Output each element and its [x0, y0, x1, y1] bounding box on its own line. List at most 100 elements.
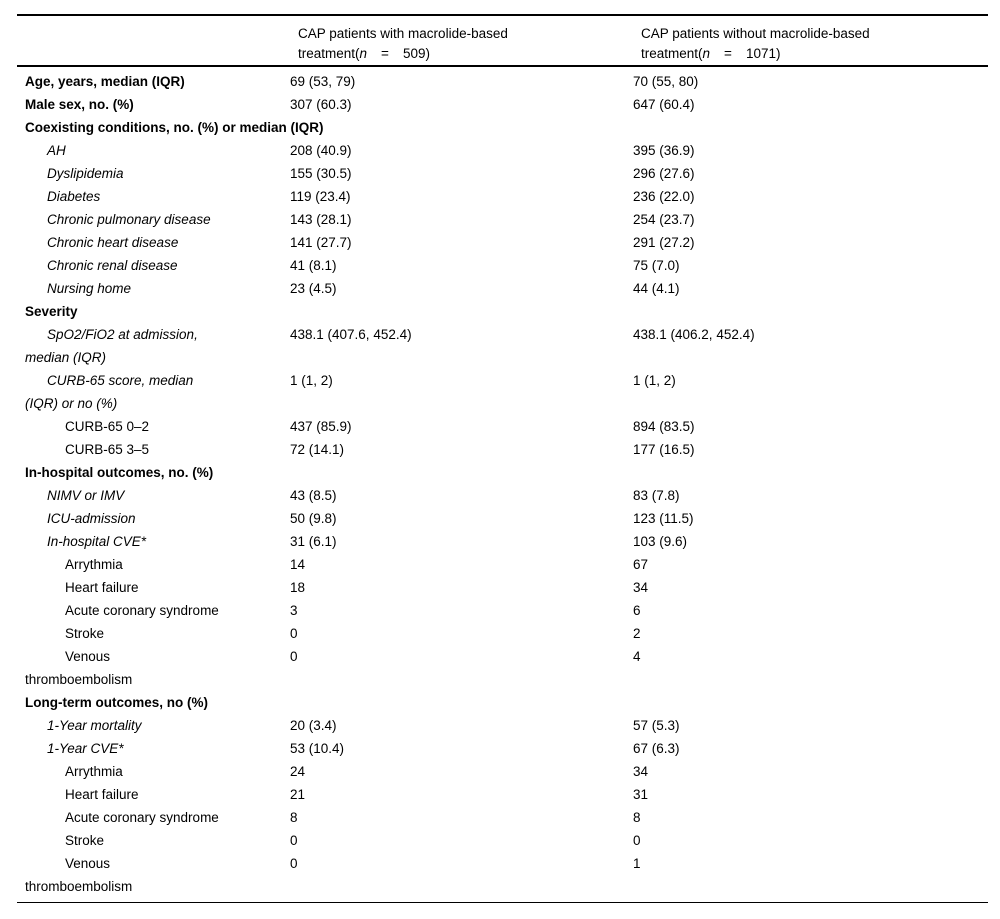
row-label-text: Chronic renal disease — [47, 258, 178, 273]
table-row: Venous thromboembolism 0 4 — [17, 645, 988, 691]
patient-characteristics-table: CAP patients with macrolide-based treatm… — [17, 14, 988, 903]
row-label-text: CURB-65 score, median — [47, 373, 194, 388]
row-label: 1-Year mortality — [17, 714, 290, 737]
row-label-text: Age, years, median (IQR) — [25, 74, 185, 89]
row-label: CURB-65 3–5 — [17, 438, 290, 461]
row-label: Acute coronary syndrome — [17, 806, 290, 829]
row-label: Chronic renal disease — [17, 254, 290, 277]
row-label: 1-Year CVE* — [17, 737, 290, 760]
row-label-text: Male sex, no. (%) — [25, 97, 134, 112]
row-label: Heart failure — [17, 576, 290, 599]
value-without-macrolide: 296 (27.6) — [633, 166, 695, 181]
row-label-text: AH — [47, 143, 66, 158]
value-without-macrolide: 395 (36.9) — [633, 143, 695, 158]
value-without-macrolide: 4 — [633, 649, 641, 664]
row-label: NIMV or IMV — [17, 484, 290, 507]
row-label: Long-term outcomes, no (%) — [17, 691, 290, 714]
row-label-text: SpO2/FiO2 at admission, — [47, 327, 198, 342]
value-with-macrolide: 307 (60.3) — [290, 97, 352, 112]
value-with-macrolide: 438.1 (407.6, 452.4) — [290, 327, 412, 342]
row-label-continuation: (IQR) or no (%) — [25, 396, 118, 411]
value-without-macrolide: 70 (55, 80) — [633, 74, 699, 89]
table-row: NIMV or IMV 43 (8.5) 83 (7.8) — [17, 484, 988, 507]
value-with-macrolide: 14 — [290, 557, 306, 572]
row-label: Stroke — [17, 829, 290, 852]
header-column-without-macrolide: CAP patients without macrolide-based tre… — [641, 24, 988, 64]
value-with-macrolide: 23 (4.5) — [290, 281, 337, 296]
row-label-text: Stroke — [65, 833, 105, 848]
value-with-macrolide: 0 — [290, 833, 298, 848]
row-label-text: Nursing home — [47, 281, 132, 296]
row-label-text: Acute coronary syndrome — [65, 810, 219, 825]
value-without-macrolide: 0 — [633, 833, 641, 848]
table-top-rule — [17, 14, 988, 16]
value-without-macrolide: 254 (23.7) — [633, 212, 695, 227]
value-without-macrolide: 1 (1, 2) — [633, 373, 676, 388]
value-without-macrolide: 6 — [633, 603, 641, 618]
value-without-macrolide: 75 (7.0) — [633, 258, 680, 273]
table-row: CURB-65 score, median (IQR) or no (%) 1 (1… — [17, 369, 988, 415]
row-label-text: Venous — [65, 856, 111, 871]
row-label: Chronic pulmonary disease — [17, 208, 290, 231]
row-label: Male sex, no. (%) — [17, 93, 290, 116]
row-label: Chronic heart disease — [17, 231, 290, 254]
value-with-macrolide: 208 (40.9) — [290, 143, 352, 158]
row-label: Venous thromboembolism — [17, 645, 290, 691]
value-with-macrolide: 20 (3.4) — [290, 718, 337, 733]
table-row: Chronic renal disease 41 (8.1) 75 (7.0) — [17, 254, 988, 277]
row-label: In-hospital outcomes, no. (%) — [17, 461, 290, 484]
table-row: Age, years, median (IQR) 69 (53, 79) 70 (5… — [17, 70, 988, 93]
row-label-text: CURB-65 0–2 — [65, 419, 150, 434]
row-label-text: Dyslipidemia — [47, 166, 124, 181]
table-row: Male sex, no. (%) 307 (60.3) 647 (60.4) — [17, 93, 988, 116]
row-label-text: 1-Year CVE* — [47, 741, 124, 756]
row-label: Stroke — [17, 622, 290, 645]
value-with-macrolide: 18 — [290, 580, 306, 595]
value-without-macrolide: 57 (5.3) — [633, 718, 680, 733]
value-with-macrolide: 69 (53, 79) — [290, 74, 356, 89]
value-with-macrolide: 8 — [290, 810, 298, 825]
row-label-continuation: thromboembolism — [25, 672, 133, 687]
row-label-text: Long-term outcomes, no (%) — [25, 695, 208, 710]
value-without-macrolide: 2 — [633, 626, 641, 641]
row-label: Diabetes — [17, 185, 290, 208]
value-without-macrolide: 236 (22.0) — [633, 189, 695, 204]
table-row: Severity — [17, 300, 988, 323]
row-label-text: Acute coronary syndrome — [65, 603, 219, 618]
value-with-macrolide: 0 — [290, 856, 298, 871]
header-column-with-macrolide: CAP patients with macrolide-based treatm… — [298, 24, 641, 64]
table-row: CURB-65 0–2 437 (85.9) 894 (83.5) — [17, 415, 988, 438]
table-row: Chronic heart disease 141 (27.7) 291 (27.2… — [17, 231, 988, 254]
row-label: ICU-admission — [17, 507, 290, 530]
row-label: AH — [17, 139, 290, 162]
table-row: Heart failure 21 31 — [17, 783, 988, 806]
row-label: Age, years, median (IQR) — [17, 70, 290, 93]
row-label-text: Arrythmia — [65, 764, 123, 779]
value-without-macrolide: 31 — [633, 787, 649, 802]
row-label: CURB-65 score, median (IQR) or no (%) — [17, 369, 290, 415]
value-with-macrolide: 141 (27.7) — [290, 235, 352, 250]
table-row: In-hospital outcomes, no. (%) — [17, 461, 988, 484]
table-row: Coexisting conditions, no. (%) or median… — [17, 116, 988, 139]
table-row: Stroke 0 2 — [17, 622, 988, 645]
value-with-macrolide: 72 (14.1) — [290, 442, 345, 457]
value-with-macrolide: 1 (1, 2) — [290, 373, 333, 388]
table-row: Arrythmia 24 34 — [17, 760, 988, 783]
header-column-with-macrolide-line2: treatment(n = 509) — [298, 46, 430, 61]
row-label: CURB-65 0–2 — [17, 415, 290, 438]
row-label: Coexisting conditions, no. (%) or median… — [17, 116, 324, 139]
value-without-macrolide: 83 (7.8) — [633, 488, 680, 503]
row-label-continuation: thromboembolism — [25, 879, 133, 894]
value-without-macrolide: 894 (83.5) — [633, 419, 695, 434]
row-label-text: Stroke — [65, 626, 105, 641]
row-label: Severity — [17, 300, 290, 323]
value-with-macrolide: 50 (9.8) — [290, 511, 337, 526]
row-label-text: In-hospital CVE* — [47, 534, 147, 549]
value-with-macrolide: 143 (28.1) — [290, 212, 352, 227]
table-row: Chronic pulmonary disease 143 (28.1) 254 (… — [17, 208, 988, 231]
value-without-macrolide: 67 (6.3) — [633, 741, 680, 756]
value-without-macrolide: 1 — [633, 856, 641, 871]
row-label: Nursing home — [17, 277, 290, 300]
value-with-macrolide: 0 — [290, 649, 298, 664]
row-label: In-hospital CVE* — [17, 530, 290, 553]
